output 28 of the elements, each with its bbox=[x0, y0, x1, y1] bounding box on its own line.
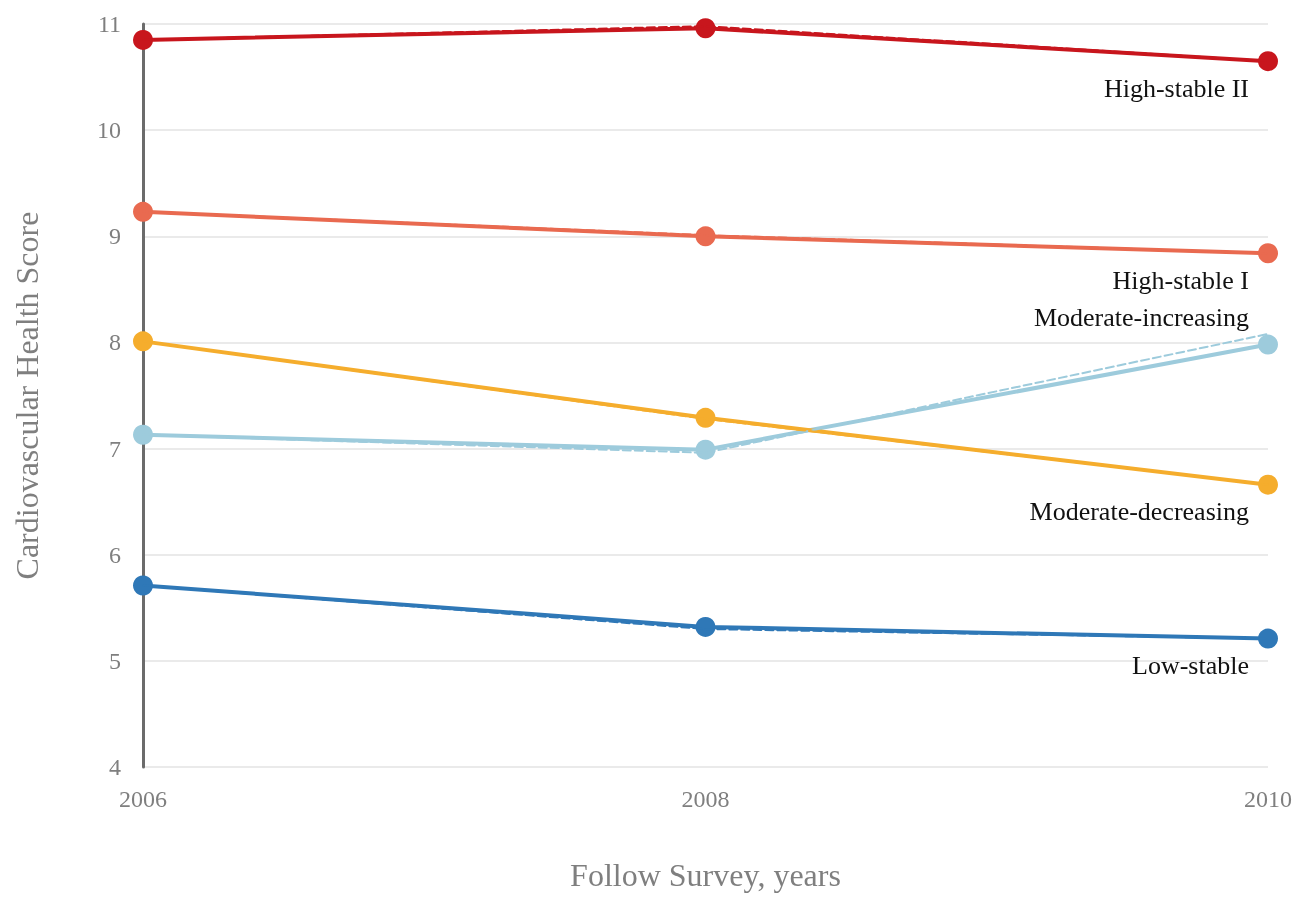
series-label: High-stable I bbox=[1112, 265, 1249, 295]
x-axis-title: Follow Survey, years bbox=[570, 857, 841, 893]
y-tick-label: 7 bbox=[109, 435, 121, 462]
y-axis-title: Cardiovascular Health Score bbox=[9, 211, 45, 580]
point bbox=[1258, 628, 1278, 649]
x-tick-label: 2006 bbox=[119, 786, 167, 812]
y-tick-label: 9 bbox=[109, 223, 121, 250]
point bbox=[1258, 474, 1278, 495]
x-tick-label: 2008 bbox=[681, 786, 730, 812]
y-tick-label: 10 bbox=[97, 117, 121, 144]
y-tick-label: 6 bbox=[109, 541, 121, 568]
point bbox=[133, 424, 153, 445]
y-tick-label: 4 bbox=[109, 754, 121, 780]
series-label: Low-stable bbox=[1132, 651, 1249, 681]
point bbox=[1258, 243, 1278, 264]
series-label: Moderate-increasing bbox=[1033, 303, 1249, 333]
point bbox=[1258, 51, 1278, 72]
y-tick-label: 5 bbox=[109, 647, 121, 674]
y-tick-label: 8 bbox=[109, 329, 121, 356]
point bbox=[133, 331, 153, 352]
point bbox=[1258, 334, 1278, 355]
series-label: Moderate-decreasing bbox=[1029, 497, 1249, 527]
point bbox=[133, 575, 153, 596]
point bbox=[133, 29, 153, 50]
series-label: High-stable II bbox=[1103, 73, 1249, 103]
point bbox=[133, 201, 153, 222]
y-tick-label: 11 bbox=[97, 11, 121, 37]
x-tick-label: 2010 bbox=[1244, 786, 1292, 812]
